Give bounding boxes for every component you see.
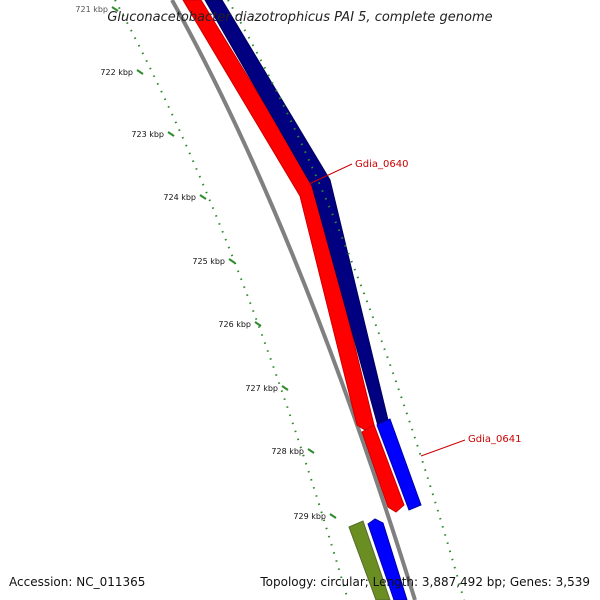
ruler-tick — [199, 194, 207, 200]
ruler: 721 kbp 722 kbp 723 kbp 724 kbp 725 kbp 726 k… — [75, 5, 337, 521]
ruler-tick-label: 726 kbp — [218, 320, 251, 329]
cds-minus-strand-1[interactable] — [182, 0, 375, 431]
ruler-tick-label: 721 kbp — [75, 5, 108, 14]
cds-plus-strand-3[interactable] — [367, 518, 408, 600]
genome-backbone — [170, 0, 417, 600]
ruler-tick — [136, 69, 144, 75]
ruler-tick — [329, 513, 337, 519]
ruler-tick-label: 724 kbp — [163, 193, 196, 202]
gene-label-gdia-0640[interactable]: Gdia_0640 — [355, 159, 408, 170]
ruler-tick-label: 729 kbp — [293, 512, 326, 521]
gene-label-gdia-0641[interactable]: Gdia_0641 — [468, 434, 521, 445]
ruler-tick — [228, 258, 236, 264]
ruler-dotted-line — [114, 0, 349, 600]
ruler-tick-label: 722 kbp — [100, 68, 133, 77]
gene-label-leader-gdia-0640 — [308, 163, 353, 185]
gene-gdia-0641[interactable] — [376, 418, 422, 511]
ruler-tick-label: 723 kbp — [131, 130, 164, 139]
ruler-tick — [307, 448, 315, 454]
cds-other-strand[interactable] — [348, 520, 391, 600]
ruler-tick — [281, 385, 289, 391]
ruler-tick — [167, 131, 175, 137]
ruler-tick-label: 728 kbp — [271, 447, 304, 456]
cds-minus-strand-2[interactable] — [361, 424, 405, 513]
gene-label-leader-gdia-0641 — [420, 439, 466, 457]
ruler-tick — [254, 321, 262, 327]
accession-text: Accession: NC_011365 — [9, 575, 146, 589]
page-title: Gluconacetobacter diazotrophicus PAI 5, … — [107, 10, 493, 25]
ruler-tick-label: 725 kbp — [192, 257, 225, 266]
ruler-tick — [111, 6, 119, 12]
genome-summary-text: Topology: circular; Length: 3,887,492 bp… — [260, 575, 590, 589]
outer-gc-dotted-line — [227, 0, 465, 600]
ruler-tick-label: 727 kbp — [245, 384, 278, 393]
